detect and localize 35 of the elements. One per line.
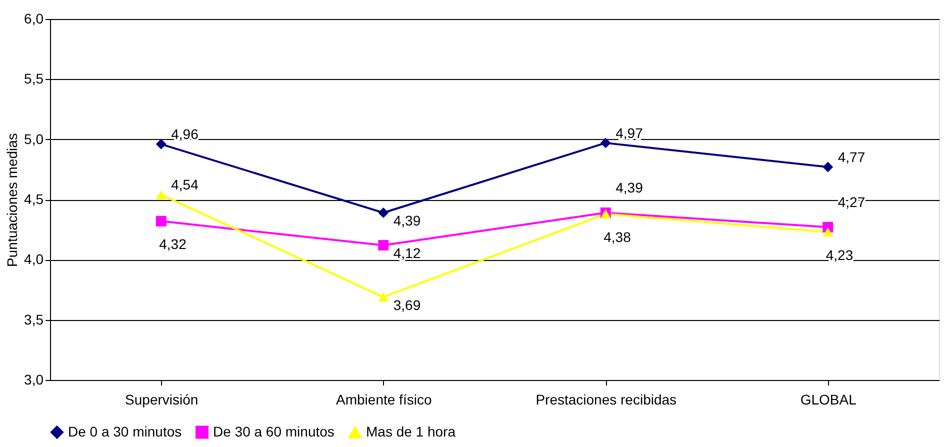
data-label: 4,97 [616, 124, 644, 141]
y-tick-label: 5,5 [24, 70, 44, 87]
y-tick-label: 4,5 [24, 191, 44, 207]
data-label: 4,23 [826, 246, 854, 263]
data-label: 4,32 [159, 236, 187, 252]
legend-label: De 30 a 60 minutos [213, 423, 334, 440]
point [156, 190, 166, 200]
point [378, 240, 389, 250]
x-tick-label: Ambiente físico [336, 392, 432, 408]
y-tick-label: 3,0 [24, 372, 44, 388]
legend-label: De 0 a 30 minutos [68, 423, 182, 440]
data-label: 4,12 [393, 245, 421, 262]
data-label: 4,77 [838, 149, 866, 166]
data-label: 4,96 [171, 126, 199, 142]
point [600, 138, 611, 148]
legend-label: Mas de 1 hora [366, 424, 456, 440]
point [156, 216, 166, 226]
point [378, 207, 389, 218]
point [378, 292, 389, 302]
point [156, 138, 166, 150]
data-label: 4,54 [171, 176, 199, 193]
y-axis-title: Puntuaciones medias [4, 133, 20, 267]
y-tick-label: 4,0 [24, 251, 44, 268]
y-tick-label: 5,0 [24, 130, 44, 147]
point [822, 162, 834, 172]
y-tick-label: 3,5 [24, 311, 44, 328]
x-tick-label: Prestaciones recibidas [536, 392, 677, 408]
y-tick-label: 6,0 [24, 10, 44, 26]
x-tick-label: GLOBAL [800, 392, 857, 408]
point [822, 227, 834, 237]
data-label: 3,69 [393, 296, 421, 313]
data-label: 4,38 [604, 228, 632, 245]
data-label: 4,39 [393, 212, 421, 229]
x-tick-label: Supervisión [125, 392, 198, 408]
data-label: 4,39 [616, 180, 644, 196]
